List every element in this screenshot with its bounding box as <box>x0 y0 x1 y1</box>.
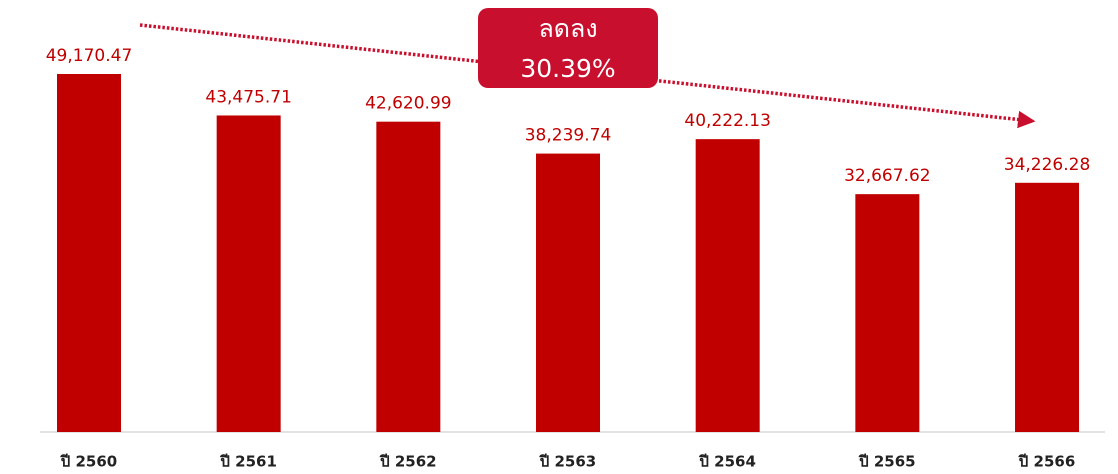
bar <box>855 194 920 432</box>
bar <box>695 139 760 433</box>
x-tick-label: ปี 2566 <box>1018 453 1075 471</box>
bar <box>57 74 121 432</box>
x-tick-label: ปี 2560 <box>60 453 117 471</box>
annotation-text: 30.39% <box>520 54 615 83</box>
x-tick-label: ปี 2561 <box>219 453 276 471</box>
annotation-box <box>478 8 658 88</box>
bar <box>536 153 601 432</box>
x-tick-label: ปี 2562 <box>379 453 436 471</box>
value-label: 42,620.99 <box>365 94 452 114</box>
trend-arrow <box>139 23 1036 129</box>
bar <box>1015 182 1080 432</box>
value-label: 40,222.13 <box>684 111 771 131</box>
value-label: 38,239.74 <box>525 126 612 146</box>
value-label: 32,667.62 <box>844 166 931 186</box>
value-label: 49,170.47 <box>46 46 133 66</box>
bar <box>376 121 441 432</box>
bar <box>216 115 281 432</box>
x-tick-label: ปี 2564 <box>698 453 755 471</box>
x-tick-label: ปี 2563 <box>539 453 596 471</box>
value-label: 34,226.28 <box>1004 155 1091 175</box>
value-label: 43,475.71 <box>205 87 292 107</box>
x-tick-label: ปี 2565 <box>858 453 915 471</box>
annotation-text: ลดลง <box>538 14 597 43</box>
